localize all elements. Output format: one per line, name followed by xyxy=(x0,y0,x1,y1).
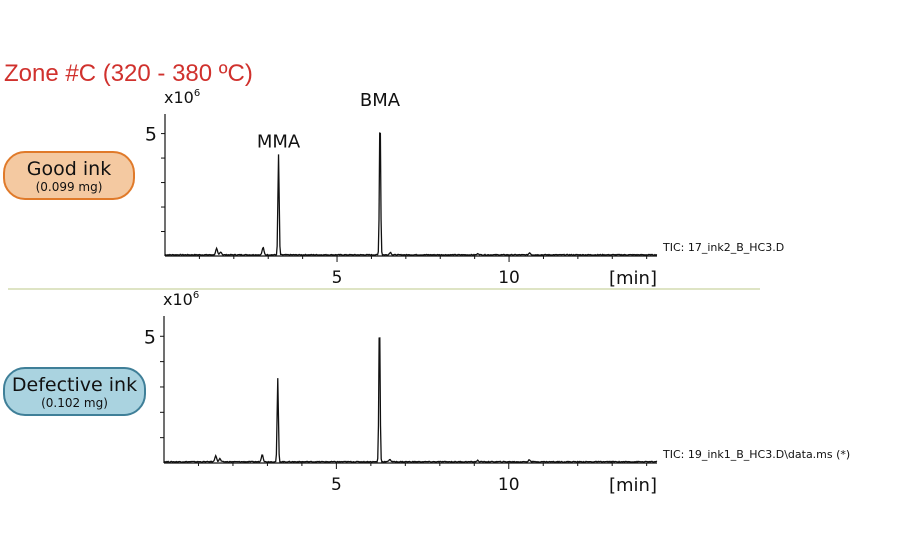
x-tick-label: 10 xyxy=(498,268,520,288)
sample-badge-good-ink: Good ink (0.099 mg) xyxy=(3,151,135,200)
chromatogram-trace xyxy=(163,337,658,464)
y-multiplier-label: x106 xyxy=(163,290,199,309)
sample-name: Defective ink xyxy=(11,374,138,396)
sample-name: Good ink xyxy=(26,158,112,180)
x-axis-label: [min] xyxy=(609,268,657,289)
trace-label: TIC: 17_ink2_B_HC3.D xyxy=(662,241,784,254)
peak-label: MMA xyxy=(257,132,301,153)
x-tick-label: 5 xyxy=(332,268,343,288)
sample-mass: (0.102 mg) xyxy=(41,396,108,410)
chromatogram-trace xyxy=(164,132,658,256)
x-tick-label: 10 xyxy=(498,475,520,495)
y-multiplier-exponent: 6 xyxy=(194,88,200,99)
x-tick-label: 5 xyxy=(331,475,342,495)
y-multiplier-label: x106 xyxy=(164,88,200,107)
peak-label: BMA xyxy=(360,90,401,111)
trace-label: TIC: 19_ink1_B_HC3.D\data.ms (*) xyxy=(662,448,850,461)
sample-badge-defective-ink: Defective ink (0.102 mg) xyxy=(3,367,146,416)
y-multiplier-exponent: 6 xyxy=(193,290,199,301)
x-axis-label: [min] xyxy=(609,475,657,496)
y-tick-label: 5 xyxy=(145,124,157,146)
y-tick-label: 5 xyxy=(144,326,156,348)
zone-title: Zone #C (320 - 380 ºC) xyxy=(4,60,253,87)
sample-mass: (0.099 mg) xyxy=(35,180,103,194)
